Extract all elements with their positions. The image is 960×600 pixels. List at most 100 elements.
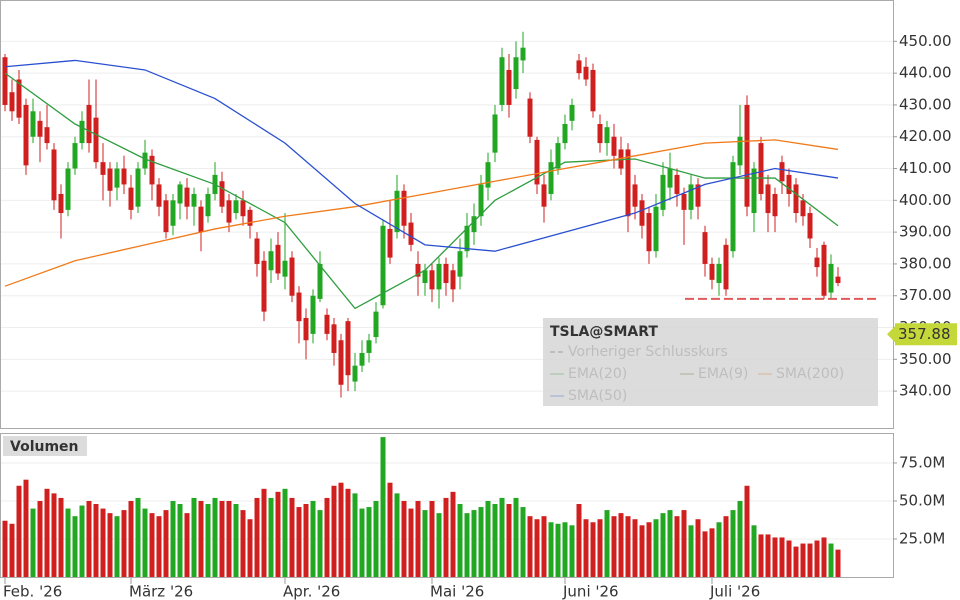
- candle-body: [296, 292, 302, 322]
- volume-bar: [506, 504, 512, 577]
- volume-bar: [170, 500, 176, 577]
- volume-bar: [702, 531, 708, 577]
- y-tick-label: 390.00: [899, 223, 952, 241]
- volume-bar: [310, 500, 316, 577]
- candle-body: [191, 193, 197, 207]
- candle-body: [177, 184, 183, 204]
- x-tick-label: Mai '26: [430, 583, 484, 600]
- y-tick-label: 420.00: [899, 127, 952, 145]
- candle-body: [814, 257, 820, 268]
- volume-bar: [380, 437, 386, 577]
- volume-bar: [317, 510, 323, 577]
- candle-body: [632, 184, 638, 207]
- y-tick-label: 410.00: [899, 159, 952, 177]
- volume-bar: [44, 488, 50, 577]
- candle-body: [450, 270, 456, 290]
- volume-bar: [807, 543, 813, 577]
- volume-bar: [9, 523, 15, 577]
- volume-bar: [296, 507, 302, 577]
- candle-body: [597, 124, 603, 144]
- candle-body: [100, 162, 106, 175]
- candle-body: [240, 200, 246, 217]
- candle-body: [16, 79, 22, 118]
- volume-bar: [247, 519, 253, 577]
- candle-body: [373, 311, 379, 338]
- candle-body: [583, 66, 589, 80]
- volume-bar: [639, 525, 645, 577]
- volume-bar: [772, 537, 778, 577]
- volume-bar: [457, 504, 463, 577]
- volume-bar: [632, 519, 638, 577]
- candle-body: [394, 190, 400, 233]
- candle-body: [667, 168, 673, 188]
- volume-bar: [765, 534, 771, 577]
- candle-body: [429, 270, 435, 290]
- volume-bar: [303, 504, 309, 577]
- volume-bar: [688, 525, 694, 577]
- candle-body: [359, 352, 365, 366]
- volume-bar: [107, 513, 113, 577]
- volume-bar: [716, 522, 722, 577]
- y-tick-label: 450.00: [899, 32, 952, 50]
- volume-bar: [590, 522, 596, 577]
- volume-bar: [429, 500, 435, 577]
- y-tick-label: 25.0M: [899, 529, 945, 547]
- candle-body: [499, 57, 505, 105]
- volume-bar: [58, 497, 64, 577]
- volume-bar: [744, 485, 750, 577]
- volume-bar: [499, 497, 505, 577]
- candle-body: [331, 324, 337, 353]
- candle-body: [562, 124, 568, 144]
- candle-body: [758, 143, 764, 194]
- volume-bar: [828, 543, 834, 577]
- volume-bar: [569, 525, 575, 577]
- volume-bar: [835, 549, 841, 577]
- volume-bar: [422, 510, 428, 577]
- candle-body: [170, 200, 176, 226]
- volume-bar: [618, 513, 624, 577]
- volume-bar: [436, 513, 442, 577]
- candle-body: [534, 139, 540, 185]
- volume-bar: [709, 528, 715, 577]
- volume-bar: [814, 540, 820, 577]
- candle-body: [695, 184, 701, 207]
- volume-bar: [100, 508, 106, 577]
- volume-bar: [121, 510, 127, 577]
- candle-body: [646, 213, 652, 252]
- volume-bar: [212, 497, 218, 577]
- volume-bar: [219, 500, 225, 577]
- candle-body: [156, 184, 162, 207]
- volume-bar: [373, 500, 379, 577]
- volume-bar: [366, 507, 372, 577]
- candle-body: [639, 200, 645, 226]
- candle-body: [660, 174, 666, 210]
- volume-bar: [177, 504, 183, 577]
- candle-body: [835, 276, 841, 284]
- candle-body: [247, 209, 253, 226]
- candle-body: [324, 314, 330, 334]
- volume-bar: [93, 504, 99, 577]
- legend-title: TSLA@SMART: [550, 324, 658, 340]
- candle-body: [268, 251, 274, 271]
- candle-body: [380, 225, 386, 306]
- candle-body: [709, 263, 715, 280]
- candle-body: [821, 244, 827, 296]
- candle-body: [352, 365, 358, 382]
- volume-bar: [786, 540, 792, 577]
- candle-body: [338, 340, 344, 385]
- candle-body: [310, 295, 316, 334]
- candle-body: [702, 232, 708, 264]
- candle-body: [121, 168, 127, 185]
- candle-body: [765, 184, 771, 214]
- x-tick-label: Feb. '26: [3, 583, 62, 600]
- volume-bar: [184, 513, 190, 577]
- volume-bar: [408, 508, 414, 577]
- volume-bar: [583, 519, 589, 577]
- candle-body: [317, 263, 323, 299]
- candle-body: [457, 251, 463, 277]
- volume-bar: [450, 491, 456, 577]
- candle-body: [261, 260, 267, 312]
- volume-bar: [653, 519, 659, 577]
- volume-bar: [387, 482, 393, 577]
